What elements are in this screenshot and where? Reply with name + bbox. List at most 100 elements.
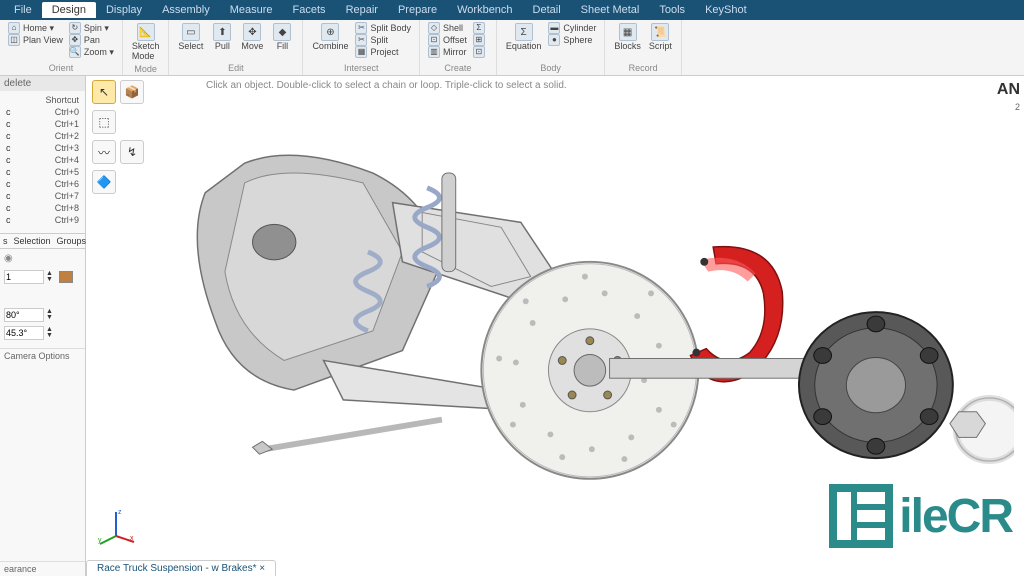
ribbon-btn-split-body[interactable]: ✂Split Body xyxy=(353,22,413,34)
ribbon-btn-fill[interactable]: ◆Fill xyxy=(268,22,296,52)
3d-model-render xyxy=(146,96,1014,546)
ribbon-icon: ⊡ xyxy=(428,34,440,46)
menu-tab-design[interactable]: Design xyxy=(42,2,96,18)
ribbon-icon: ↻ xyxy=(69,22,81,34)
ribbon-btn-icon[interactable]: ⊞ xyxy=(471,34,490,46)
ribbon-btn-project[interactable]: ▦Project xyxy=(353,46,413,58)
ribbon-icon: ◆ xyxy=(273,23,291,41)
ribbon-group-label: Orient xyxy=(6,63,116,73)
ribbon-btn-sketch[interactable]: 📐SketchMode xyxy=(129,22,163,62)
ribbon-btn-home-[interactable]: ⌂Home ▾ xyxy=(6,22,65,34)
shortcut-row[interactable]: cCtrl+0 xyxy=(6,107,79,117)
menu-bar: FileDesignDisplayAssemblyMeasureFacetsRe… xyxy=(0,0,1024,20)
color-swatch[interactable] xyxy=(59,271,73,283)
ribbon-group-label: Body xyxy=(503,63,599,73)
axis-triad-icon[interactable]: z x y xyxy=(96,506,136,546)
angle1-input[interactable] xyxy=(4,308,44,322)
menu-tab-display[interactable]: Display xyxy=(96,2,152,18)
ribbon-btn-offset[interactable]: ⊡Offset xyxy=(426,34,469,46)
viewport-tool-button[interactable]: ↖ xyxy=(92,80,116,104)
ribbon-btn-split[interactable]: ✂Split xyxy=(353,34,413,46)
viewport-tool-button[interactable]: ⬚ xyxy=(92,110,116,134)
ribbon-btn-cylinder[interactable]: ▬Cylinder xyxy=(546,22,598,34)
appearance-section-label[interactable]: earance xyxy=(0,561,85,576)
spinner-buttons[interactable]: ▲▼ xyxy=(46,271,53,283)
ribbon-btn-spin-[interactable]: ↻Spin ▾ xyxy=(67,22,116,34)
ribbon-icon: ◫ xyxy=(8,34,20,46)
viewport-tool-button[interactable]: ↯ xyxy=(120,140,144,164)
menu-tab-tools[interactable]: Tools xyxy=(649,2,695,18)
menu-tab-keyshot[interactable]: KeyShot xyxy=(695,2,757,18)
ribbon-btn-icon[interactable]: Σ xyxy=(471,22,490,34)
ribbon-group-edit: ▭Select⬆Pull✥Move◆Fill Edit xyxy=(169,20,303,75)
shortcut-row[interactable]: cCtrl+4 xyxy=(6,155,79,165)
viewport-toolbox: ↖📦⬚ 〰↯🔷 xyxy=(92,80,144,194)
shortcut-row[interactable]: cCtrl+1 xyxy=(6,119,79,129)
expand-icon[interactable]: ◉ xyxy=(4,253,13,264)
svg-text:y: y xyxy=(98,537,102,544)
camera-section-label[interactable]: Camera Options xyxy=(0,348,85,363)
panel-tab-s[interactable]: s xyxy=(0,234,11,248)
shortcut-row[interactable]: cCtrl+6 xyxy=(6,179,79,189)
menu-tab-facets[interactable]: Facets xyxy=(283,2,336,18)
ribbon-btn-sphere[interactable]: ●Sphere xyxy=(546,34,598,46)
menu-tab-repair[interactable]: Repair xyxy=(336,2,388,18)
spinner-buttons[interactable]: ▲▼ xyxy=(46,327,53,339)
ribbon-icon: 📐 xyxy=(137,23,155,41)
ribbon-group-intersect: ⊕Combine✂Split Body✂Split▦ProjectInterse… xyxy=(303,20,420,75)
ribbon-group-label: Edit xyxy=(175,63,296,73)
ribbon-icon: Σ xyxy=(515,23,533,41)
ribbon-btn-script[interactable]: 📜Script xyxy=(646,22,675,52)
document-tab[interactable]: Race Truck Suspension - w Brakes* × xyxy=(86,560,276,576)
ribbon-group-label: Record xyxy=(611,63,675,73)
shortcut-row[interactable]: cCtrl+3 xyxy=(6,143,79,153)
viewport-tool-button[interactable]: 〰 xyxy=(92,140,116,164)
ribbon-icon: ✂ xyxy=(355,22,367,34)
shortcut-row[interactable]: cCtrl+7 xyxy=(6,191,79,201)
menu-tab-file[interactable]: File xyxy=(4,2,42,18)
panel-tab-groups[interactable]: Groups xyxy=(54,234,90,248)
ribbon-btn-combine[interactable]: ⊕Combine xyxy=(309,22,351,52)
angle2-input[interactable] xyxy=(4,326,44,340)
spinner-buttons[interactable]: ▲▼ xyxy=(46,309,53,321)
ribbon-icon: ✥ xyxy=(69,34,81,46)
workspace: delete ShortcutcCtrl+0cCtrl+1cCtrl+2cCtr… xyxy=(0,76,1024,576)
menu-tab-measure[interactable]: Measure xyxy=(220,2,283,18)
ribbon-btn-pull[interactable]: ⬆Pull xyxy=(208,22,236,52)
ribbon-btn-blocks[interactable]: ▦Blocks xyxy=(611,22,644,52)
viewport-tool-button[interactable]: 📦 xyxy=(120,80,144,104)
menu-tab-prepare[interactable]: Prepare xyxy=(388,2,447,18)
ribbon-btn-icon[interactable]: ⊡ xyxy=(471,46,490,58)
ribbon-icon: 🔍 xyxy=(69,46,81,58)
menu-tab-workbench[interactable]: Workbench xyxy=(447,2,522,18)
ribbon-btn-select[interactable]: ▭Select xyxy=(175,22,206,52)
spinner-input[interactable] xyxy=(4,270,44,284)
menu-tab-sheet-metal[interactable]: Sheet Metal xyxy=(571,2,650,18)
ribbon-btn-pan[interactable]: ✥Pan xyxy=(67,34,116,46)
ribbon-btn-mirror[interactable]: ▥Mirror xyxy=(426,46,469,58)
viewport-tool-button[interactable]: 🔷 xyxy=(92,170,116,194)
angle1-spinner: ▲▼ xyxy=(4,308,81,322)
ribbon-btn-equation[interactable]: ΣEquation xyxy=(503,22,545,52)
shortcut-row[interactable]: cCtrl+2 xyxy=(6,131,79,141)
ribbon-btn-move[interactable]: ✥Move xyxy=(238,22,266,52)
panel-header: delete xyxy=(0,76,85,91)
ribbon-icon: ⌂ xyxy=(8,22,20,34)
ribbon-icon: ▦ xyxy=(619,23,637,41)
watermark-logo-icon xyxy=(829,484,893,548)
menu-tab-detail[interactable]: Detail xyxy=(523,2,571,18)
shortcut-row[interactable]: cCtrl+8 xyxy=(6,203,79,213)
ribbon-btn-zoom-[interactable]: 🔍Zoom ▾ xyxy=(67,46,116,58)
angle2-spinner: ▲▼ xyxy=(4,326,81,340)
shortcut-row[interactable]: cCtrl+5 xyxy=(6,167,79,177)
ribbon-btn-shell[interactable]: ◇Shell xyxy=(426,22,469,34)
shortcut-row[interactable]: cCtrl+9 xyxy=(6,215,79,225)
value-spinner: ▲▼ xyxy=(4,270,81,284)
panel-tab-selection[interactable]: Selection xyxy=(11,234,54,248)
menu-tab-assembly[interactable]: Assembly xyxy=(152,2,220,18)
ribbon-btn-plan-view[interactable]: ◫Plan View xyxy=(6,34,65,46)
selection-hint: Click an object. Double-click to select … xyxy=(206,80,567,91)
ribbon-group-orient: ⌂Home ▾◫Plan View↻Spin ▾✥Pan🔍Zoom ▾ Orien… xyxy=(0,20,123,75)
shortcut-list: ShortcutcCtrl+0cCtrl+1cCtrl+2cCtrl+3cCtr… xyxy=(0,91,85,229)
3d-viewport[interactable]: Click an object. Double-click to select … xyxy=(86,76,1024,576)
